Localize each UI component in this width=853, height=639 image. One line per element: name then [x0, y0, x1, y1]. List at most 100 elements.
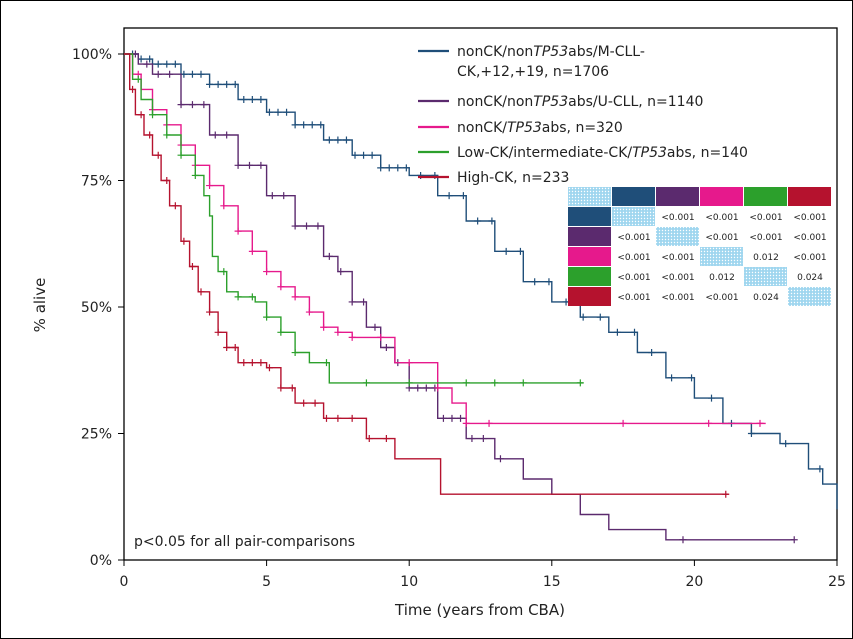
legend-label-1-line2: CK,+12,+19, n=1706 — [457, 64, 609, 80]
series-1-censor-mark — [708, 394, 716, 402]
series-4-censor-mark — [191, 171, 199, 179]
series-1-censor-mark — [248, 96, 256, 104]
series-4-censor-mark — [491, 379, 499, 387]
series-1-censor-mark — [351, 151, 359, 159]
series-2-censor-mark — [143, 60, 151, 68]
series-1-censor-mark — [459, 192, 467, 200]
series-5-censor-mark — [146, 131, 154, 139]
series-1-censor-mark — [377, 164, 385, 172]
table-cell — [744, 227, 787, 246]
series-2-censor-mark — [337, 268, 345, 276]
table-pvalue: 0.012 — [753, 253, 779, 263]
table-pvalue: <0.001 — [617, 293, 650, 303]
series-3-censor-mark — [485, 419, 493, 427]
series-1-censor-mark — [206, 80, 214, 88]
series-3-censor-mark — [248, 247, 256, 255]
series-1-censor-mark — [257, 96, 265, 104]
y-tick-label: 25% — [81, 427, 112, 443]
series-2-censor-mark — [303, 222, 311, 230]
table-diagonal-cell — [788, 287, 831, 306]
table-diagonal-cell — [700, 247, 743, 266]
series-1-censor-mark — [668, 374, 676, 382]
series-2-censor-mark — [348, 298, 356, 306]
series-2-censor-mark — [257, 161, 265, 169]
series-5-censor-mark — [257, 359, 265, 367]
series-5-censor-mark — [180, 237, 188, 245]
table-pvalue: <0.001 — [705, 213, 738, 223]
series-3-censor-mark — [305, 308, 313, 316]
series-2-censor-mark — [166, 70, 174, 78]
series-1-censor-mark — [488, 217, 496, 225]
series-2-censor-mark — [223, 131, 231, 139]
table-cell — [612, 247, 655, 266]
series-5-censor-mark — [137, 111, 145, 119]
series-1-censor-mark — [516, 247, 524, 255]
series-2-censor-mark — [211, 131, 219, 139]
series-1-censor-mark — [360, 151, 368, 159]
series-1-censor-mark — [291, 121, 299, 129]
series-1-censor-mark — [171, 60, 179, 68]
table-cell — [744, 247, 787, 266]
series-5-line — [124, 53, 729, 495]
table-pvalue: <0.001 — [705, 293, 738, 303]
series-2-censor-mark — [422, 384, 430, 392]
series-5-censor-mark — [129, 85, 137, 93]
series-1-censor-mark — [283, 108, 291, 116]
series-1-censor-mark — [688, 374, 696, 382]
series-4-censor-mark — [462, 379, 470, 387]
series-2-censor-mark — [448, 414, 456, 422]
series-4-censor-mark — [263, 313, 271, 321]
x-tick-label: 5 — [262, 574, 271, 590]
series-3-censor-mark — [462, 419, 470, 427]
series-3-censor-mark — [206, 182, 214, 190]
series-1-censor-mark — [325, 136, 333, 144]
series-1-censor-mark — [308, 121, 316, 129]
series-4-group — [124, 53, 584, 387]
y-tick-label: 100% — [72, 47, 112, 63]
series-3-censor-mark — [377, 333, 385, 341]
series-2-censor-mark — [382, 343, 390, 351]
table-pvalue: <0.001 — [661, 293, 694, 303]
table-cell — [744, 287, 787, 306]
series-1-censor-mark — [197, 70, 205, 78]
series-3-censor-mark — [320, 323, 328, 331]
y-axis-title: % alive — [31, 278, 49, 333]
series-5-censor-mark — [322, 414, 330, 422]
series-3-censor-mark — [434, 384, 442, 392]
series-2-censor-mark — [325, 252, 333, 260]
series-1-censor-mark — [648, 349, 656, 357]
legend-label-2: nonCK/nonTP53abs/U-CLL, n=1140 — [457, 94, 703, 110]
table-header-swatch — [788, 187, 831, 206]
y-tick-label: 50% — [81, 300, 112, 316]
series-4-censor-mark — [163, 131, 171, 139]
significance-note: p<0.05 for all pair-comparisons — [134, 534, 355, 550]
table-cell — [656, 267, 699, 286]
series-2-censor-mark — [479, 435, 487, 443]
series-2-censor-mark — [291, 222, 299, 230]
legend-label-3: nonCK/TP53abs, n=320 — [457, 120, 623, 136]
series-2-censor-mark — [790, 536, 798, 544]
series-4-censor-mark — [576, 379, 584, 387]
series-5-censor-mark — [223, 343, 231, 351]
series-3-censor-mark — [334, 328, 342, 336]
series-3-censor-mark — [619, 419, 627, 427]
series-1-censor-mark — [474, 217, 482, 225]
series-1-censor-mark — [163, 60, 171, 68]
series-5-censor-mark — [265, 364, 273, 372]
table-header-swatch — [656, 187, 699, 206]
series-1-censor-mark — [747, 430, 755, 437]
series-1-censor-mark — [394, 164, 402, 172]
series-1-censor-mark — [214, 80, 222, 88]
series-1-censor-mark — [300, 121, 308, 129]
table-row-swatch — [568, 207, 611, 226]
table-header-swatch — [700, 187, 743, 206]
series-2-censor-mark — [177, 101, 185, 109]
series-1-censor-mark — [545, 278, 553, 286]
series-2-censor-mark — [414, 384, 422, 392]
series-4-censor-mark — [322, 359, 330, 367]
table-cell — [788, 207, 831, 226]
series-3-censor-mark — [263, 268, 271, 276]
series-2-censor-mark — [371, 323, 379, 331]
table-row-swatch — [568, 267, 611, 286]
